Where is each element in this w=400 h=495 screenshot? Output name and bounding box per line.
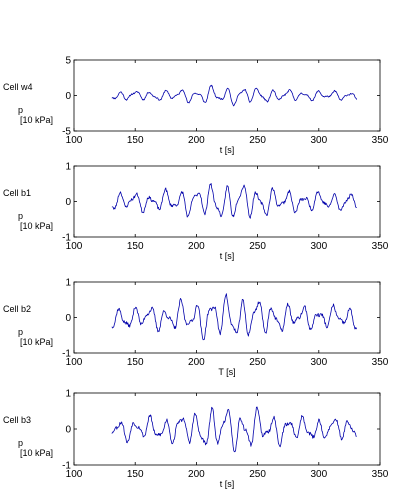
y-tick-label: 5 xyxy=(65,56,71,67)
x-tick-label: 150 xyxy=(127,241,144,252)
x-tick-label: 300 xyxy=(310,241,327,252)
x-tick-label: 200 xyxy=(188,469,205,480)
cell-label: Cell w4 xyxy=(3,82,33,92)
x-tick-label: 350 xyxy=(372,135,389,146)
y-tick-label: 1 xyxy=(65,389,71,400)
y-axis-unit: [10 kPa] xyxy=(20,221,53,231)
y-axis-unit: [10 kPa] xyxy=(20,115,53,125)
x-axis-label: t [s] xyxy=(220,145,235,155)
x-tick-label: 100 xyxy=(66,357,83,368)
x-tick-label: 100 xyxy=(66,469,83,480)
y-tick-label: -1 xyxy=(62,461,71,472)
x-tick-label: 300 xyxy=(310,357,327,368)
x-axis-label: t [s] xyxy=(220,251,235,261)
x-tick-label: 350 xyxy=(372,357,389,368)
y-tick-label: 0 xyxy=(65,197,71,208)
y-tick-label: 1 xyxy=(65,278,71,289)
y-tick-label: 0 xyxy=(65,91,71,102)
series-line xyxy=(111,293,358,341)
x-tick-label: 300 xyxy=(310,135,327,146)
y-tick-label: -5 xyxy=(62,127,71,138)
y-axis-label: p xyxy=(18,327,23,337)
y-axis-label: p xyxy=(18,211,23,221)
plot-frame-3 xyxy=(73,281,381,354)
y-tick-label: -1 xyxy=(62,349,71,360)
x-tick-label: 250 xyxy=(249,469,266,480)
x-tick-label: 250 xyxy=(249,135,266,146)
series-line xyxy=(111,406,357,453)
cell-label: Cell b1 xyxy=(3,188,31,198)
y-axis-label: p xyxy=(18,105,23,115)
x-tick-label: 200 xyxy=(188,241,205,252)
x-tick-label: 250 xyxy=(249,357,266,368)
x-tick-label: 300 xyxy=(310,469,327,480)
y-tick-label: 0 xyxy=(65,425,71,436)
y-axis-unit: [10 kPa] xyxy=(20,337,53,347)
cell-label: Cell b2 xyxy=(3,304,31,314)
y-axis-unit: [10 kPa] xyxy=(20,448,53,458)
x-axis-label: t [s] xyxy=(220,479,235,489)
y-axis-label: p xyxy=(18,438,23,448)
plot-frame-1 xyxy=(73,59,381,132)
x-tick-label: 100 xyxy=(66,241,83,252)
x-tick-label: 150 xyxy=(127,135,144,146)
cell-label: Cell b3 xyxy=(3,415,31,425)
x-tick-label: 100 xyxy=(66,135,83,146)
x-tick-label: 150 xyxy=(127,357,144,368)
plot-frame-2 xyxy=(73,165,381,238)
series-line xyxy=(111,182,357,219)
y-tick-label: 1 xyxy=(65,162,71,173)
series-line xyxy=(111,84,358,107)
x-tick-label: 200 xyxy=(188,357,205,368)
y-tick-label: 0 xyxy=(65,313,71,324)
x-tick-label: 250 xyxy=(249,241,266,252)
x-tick-label: 150 xyxy=(127,469,144,480)
x-tick-label: 350 xyxy=(372,241,389,252)
plot-frame-4 xyxy=(73,392,381,466)
x-tick-label: 200 xyxy=(188,135,205,146)
y-tick-label: -1 xyxy=(62,233,71,244)
x-axis-label: T [s] xyxy=(218,367,235,377)
x-tick-label: 350 xyxy=(372,469,389,480)
